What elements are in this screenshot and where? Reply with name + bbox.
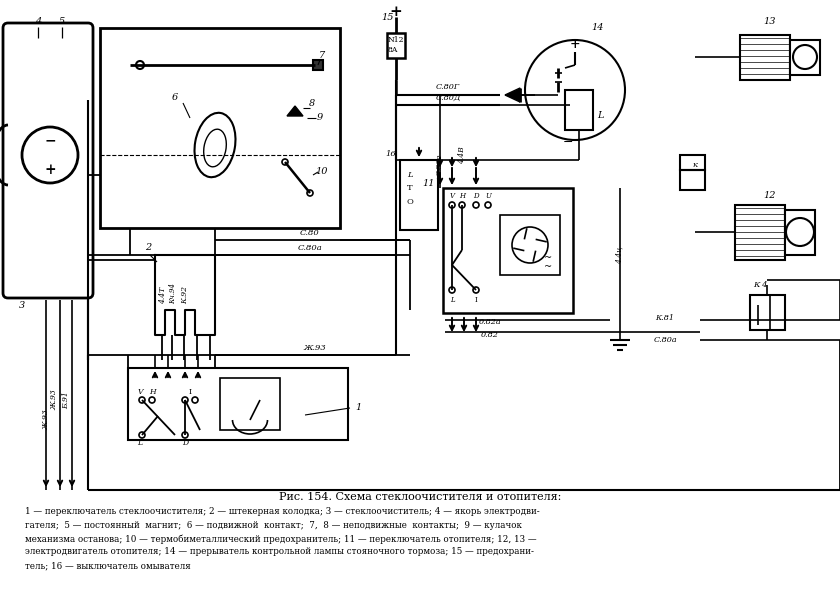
Bar xyxy=(790,40,820,75)
Text: Кч.94: Кч.94 xyxy=(169,282,177,304)
Text: 12: 12 xyxy=(764,191,776,200)
Text: С.80а: С.80а xyxy=(654,336,677,344)
Bar xyxy=(740,35,790,80)
Text: 13: 13 xyxy=(764,18,776,27)
Text: ~: ~ xyxy=(544,253,552,262)
Text: К.92: К.92 xyxy=(181,286,189,304)
Text: −: − xyxy=(563,136,573,149)
Bar xyxy=(313,60,323,70)
Text: электродвигатель отопителя; 14 — прерыватель контрольной лампы стояночного тормо: электродвигатель отопителя; 14 — прерыва… xyxy=(25,548,534,556)
Text: I: I xyxy=(188,388,192,396)
Bar xyxy=(680,155,705,170)
Text: 4.4В: 4.4В xyxy=(458,146,466,164)
Text: I: I xyxy=(475,296,477,304)
Text: 11: 11 xyxy=(423,179,435,188)
Text: Ж.93: Ж.93 xyxy=(50,390,58,410)
Text: 10: 10 xyxy=(316,168,328,176)
Text: 4: 4 xyxy=(35,18,41,27)
Bar xyxy=(565,90,593,130)
Text: H: H xyxy=(149,388,155,396)
Text: L: L xyxy=(596,111,603,120)
Text: N12: N12 xyxy=(388,36,405,44)
Text: 4.4ц: 4.4ц xyxy=(616,246,624,264)
Bar xyxy=(400,160,438,230)
Text: С.80е: С.80е xyxy=(436,154,444,176)
Bar xyxy=(443,188,573,313)
Bar xyxy=(128,368,348,440)
Text: 3: 3 xyxy=(18,301,25,310)
Text: +: + xyxy=(390,5,402,19)
Text: O: O xyxy=(407,198,413,206)
Text: С.80Д: С.80Д xyxy=(435,94,460,102)
Text: 0.82: 0.82 xyxy=(481,331,499,339)
Text: Рис. 154. Схема стеклоочистителя и отопителя:: Рис. 154. Схема стеклоочистителя и отопи… xyxy=(279,492,561,502)
Text: тель; 16 — выключатель омывателя: тель; 16 — выключатель омывателя xyxy=(25,561,191,570)
Text: Ж.93: Ж.93 xyxy=(303,344,327,352)
Text: +: + xyxy=(45,163,55,177)
Text: 0.82а: 0.82а xyxy=(479,318,501,326)
Text: 8A: 8A xyxy=(388,46,398,54)
Text: L: L xyxy=(449,296,454,304)
Text: V: V xyxy=(449,192,454,200)
Bar xyxy=(785,210,815,255)
Bar xyxy=(387,33,405,58)
Text: К 4: К 4 xyxy=(753,281,767,289)
Text: 1 — переключатель стеклоочистителя; 2 — штекерная колодка; 3 — стеклоочиститель;: 1 — переключатель стеклоочистителя; 2 — … xyxy=(25,507,540,516)
Bar xyxy=(735,205,785,260)
Text: гателя;  5 — постоянный  магнит;  6 — подвижной  контакт;  7,  8 — неподвижные  : гателя; 5 — постоянный магнит; 6 — подви… xyxy=(25,520,522,529)
Text: 4.4Т: 4.4Т xyxy=(159,287,167,304)
Bar xyxy=(500,215,560,275)
Text: L: L xyxy=(407,171,412,179)
Text: Б.91: Б.91 xyxy=(62,391,70,409)
Text: H: H xyxy=(459,192,465,200)
Text: К.81: К.81 xyxy=(655,314,675,322)
Text: 15: 15 xyxy=(381,14,394,22)
Text: 8: 8 xyxy=(309,99,315,108)
Text: С.80: С.80 xyxy=(300,229,320,237)
Text: T: T xyxy=(407,184,412,192)
Bar xyxy=(220,378,280,430)
Polygon shape xyxy=(505,88,520,102)
Text: D: D xyxy=(182,439,188,447)
Text: +: + xyxy=(570,38,580,52)
Text: Ж.93: Ж.93 xyxy=(42,410,50,430)
Text: 1: 1 xyxy=(354,404,361,413)
Text: механизма останова; 10 — термобиметаллический предохранитель; 11 — переключатель: механизма останова; 10 — термобиметаллич… xyxy=(25,534,537,543)
Text: 7: 7 xyxy=(319,50,325,60)
Text: L: L xyxy=(138,439,143,447)
Bar xyxy=(680,170,705,190)
Bar xyxy=(100,28,340,228)
Text: 5: 5 xyxy=(59,18,66,27)
Polygon shape xyxy=(287,106,303,116)
Text: V: V xyxy=(137,388,143,396)
Bar xyxy=(750,295,785,330)
Text: 16: 16 xyxy=(386,150,396,158)
Text: 6: 6 xyxy=(172,94,178,102)
Text: 9: 9 xyxy=(317,114,323,123)
Text: U: U xyxy=(485,192,491,200)
Text: 2: 2 xyxy=(144,243,151,253)
Circle shape xyxy=(793,45,817,69)
Text: −: − xyxy=(45,133,55,147)
Text: 14: 14 xyxy=(591,24,604,33)
Text: к: к xyxy=(692,161,697,169)
Text: ~: ~ xyxy=(544,262,552,272)
Text: С.80а: С.80а xyxy=(297,244,323,252)
Circle shape xyxy=(786,218,814,246)
Text: D: D xyxy=(473,192,479,200)
Text: С.80Г: С.80Г xyxy=(436,83,460,91)
